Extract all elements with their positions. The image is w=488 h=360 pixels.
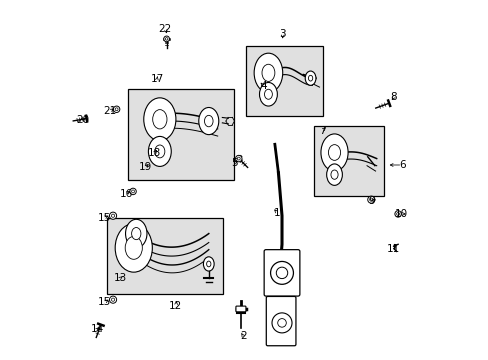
Ellipse shape: [328, 145, 340, 160]
Text: 8: 8: [390, 92, 396, 102]
Ellipse shape: [143, 98, 176, 141]
Circle shape: [369, 198, 372, 201]
Text: 15: 15: [98, 297, 111, 307]
Text: 17: 17: [150, 74, 163, 84]
Circle shape: [109, 212, 116, 219]
Text: 5: 5: [231, 158, 237, 168]
Text: 14: 14: [90, 324, 104, 334]
Text: 20: 20: [76, 115, 89, 125]
Circle shape: [235, 156, 242, 162]
Text: 18: 18: [147, 148, 161, 158]
Circle shape: [109, 296, 116, 303]
Text: 13: 13: [113, 273, 126, 283]
Ellipse shape: [262, 64, 274, 81]
Circle shape: [396, 212, 399, 215]
Text: 11: 11: [386, 244, 399, 253]
Ellipse shape: [125, 237, 142, 259]
Circle shape: [163, 36, 169, 42]
Ellipse shape: [330, 170, 337, 179]
Circle shape: [111, 298, 114, 301]
FancyBboxPatch shape: [264, 249, 299, 296]
Circle shape: [270, 261, 293, 284]
Text: 2: 2: [240, 332, 246, 342]
Text: 12: 12: [169, 301, 182, 311]
Text: 15: 15: [98, 212, 111, 222]
Circle shape: [237, 157, 240, 160]
Text: 19: 19: [138, 162, 151, 172]
Text: 1: 1: [273, 208, 280, 218]
Ellipse shape: [125, 219, 147, 248]
Ellipse shape: [148, 136, 171, 166]
Circle shape: [367, 196, 374, 203]
Ellipse shape: [204, 115, 213, 127]
Bar: [128, 89, 233, 180]
Ellipse shape: [326, 164, 342, 185]
Circle shape: [394, 211, 401, 217]
Ellipse shape: [264, 89, 272, 99]
Ellipse shape: [259, 82, 277, 106]
FancyBboxPatch shape: [235, 306, 245, 312]
Text: 3: 3: [279, 29, 285, 39]
Ellipse shape: [131, 228, 141, 240]
Bar: [107, 217, 223, 294]
Ellipse shape: [152, 110, 166, 129]
Ellipse shape: [203, 257, 214, 271]
Text: 4: 4: [260, 81, 266, 91]
Ellipse shape: [320, 134, 347, 171]
Ellipse shape: [308, 75, 312, 81]
Circle shape: [130, 188, 136, 195]
Circle shape: [113, 106, 120, 112]
Ellipse shape: [155, 145, 164, 158]
Circle shape: [276, 267, 287, 279]
FancyBboxPatch shape: [266, 296, 295, 346]
Text: 7: 7: [318, 126, 325, 136]
Text: 10: 10: [394, 209, 407, 219]
Bar: [246, 46, 323, 116]
Ellipse shape: [198, 108, 218, 135]
Text: 6: 6: [398, 160, 405, 170]
Text: 21: 21: [102, 107, 116, 116]
Circle shape: [277, 319, 285, 327]
Circle shape: [111, 214, 114, 217]
Text: 22: 22: [158, 24, 171, 34]
Circle shape: [115, 108, 118, 111]
Bar: [313, 126, 383, 196]
Circle shape: [271, 313, 291, 333]
Ellipse shape: [206, 261, 210, 267]
Ellipse shape: [115, 224, 152, 272]
Text: 9: 9: [367, 196, 374, 206]
Ellipse shape: [254, 53, 282, 93]
Text: 16: 16: [120, 189, 133, 199]
Ellipse shape: [305, 71, 315, 85]
Circle shape: [131, 190, 134, 193]
Circle shape: [165, 37, 167, 40]
